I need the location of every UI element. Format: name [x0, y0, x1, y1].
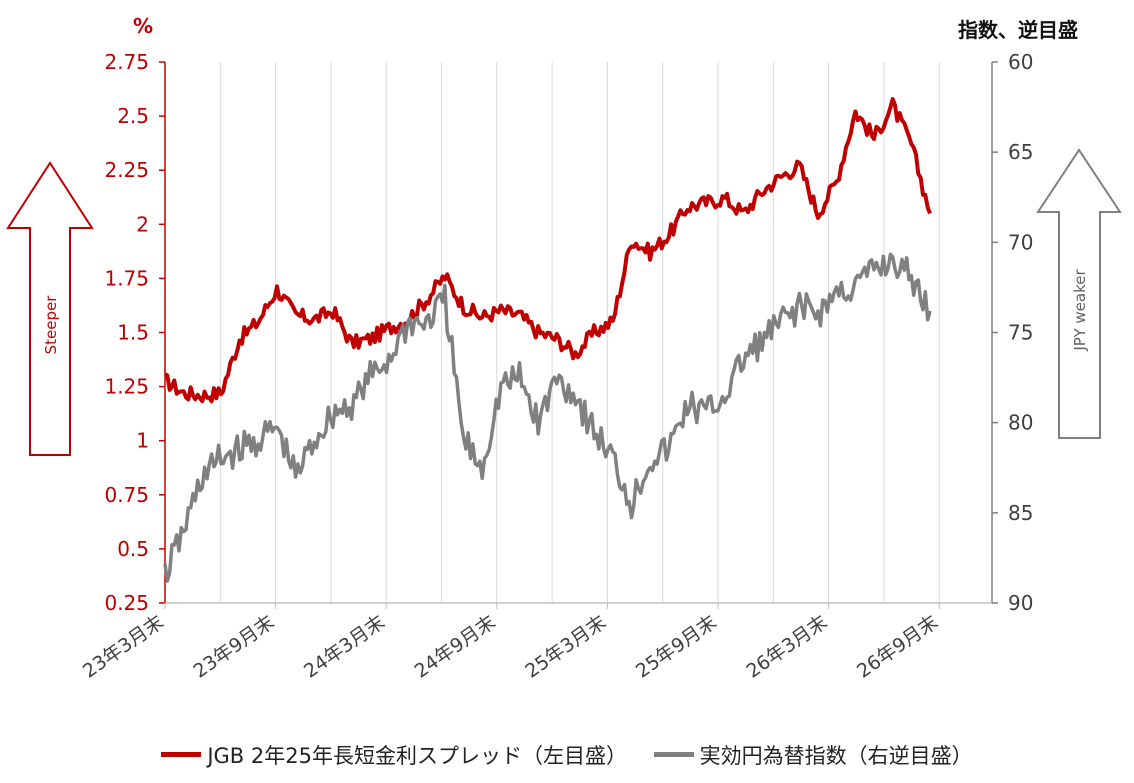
steeper-arrow: Steeper — [6, 161, 94, 456]
x-tick-label: 23年9月末 — [189, 611, 278, 683]
left-axis-ticks: 2.75 2.5 2.25 2 1.75 1.5 1.25 1 0.75 0.5 0.25 — [104, 50, 165, 615]
x-tick-label: 25年9月末 — [632, 611, 721, 683]
right-axis-unit: 指数、逆目盛 — [958, 18, 1078, 42]
left-tick-label: 0.75 — [104, 483, 149, 507]
grid-lines — [164, 62, 940, 603]
left-tick-label: 1.25 — [104, 375, 149, 399]
right-tick-label: 65 — [1008, 140, 1033, 164]
left-tick-label: 1.5 — [117, 321, 149, 345]
left-tick-label: 1.75 — [104, 266, 149, 290]
right-tick-label: 60 — [1008, 50, 1033, 74]
left-tick-label: 0.5 — [117, 537, 149, 561]
legend: JGB 2年25年長短金利スプレッド（左目盛） 実効円為替指数（右逆目盛） — [0, 738, 1134, 770]
x-tick-label: 23年3月末 — [79, 611, 168, 683]
legend-item-yen-index: 実効円為替指数（右逆目盛） — [653, 740, 973, 770]
left-tick-label: 2.25 — [104, 158, 149, 182]
series-lines — [163, 97, 932, 583]
legend-swatch-spread — [161, 752, 202, 757]
right-tick-label: 90 — [1008, 591, 1033, 615]
steeper-label: Steeper — [42, 295, 60, 355]
x-axis-ticks: 23年3月末 23年9月末 24年3月末 24年9月末 25年3月末 25年9月末 26年3… — [79, 603, 942, 683]
right-tick-label: 85 — [1008, 501, 1033, 525]
jpy-weaker-arrow: JPY weaker — [1036, 148, 1122, 439]
left-tick-label: 1 — [136, 429, 149, 453]
legend-label-yen-index: 実効円為替指数（右逆目盛） — [699, 743, 973, 768]
right-tick-label: 80 — [1008, 411, 1033, 435]
legend-swatch-yen-index — [653, 752, 694, 757]
left-tick-label: 0.25 — [104, 591, 149, 615]
x-tick-label: 24年3月末 — [300, 611, 389, 683]
yen-index-series-line — [163, 252, 932, 583]
x-tick-label: 24年9月末 — [411, 611, 500, 683]
right-tick-label: 70 — [1008, 230, 1033, 254]
x-tick-label: 25年3月末 — [521, 611, 610, 683]
left-axis-unit: % — [133, 14, 153, 38]
right-tick-label: 75 — [1008, 321, 1033, 345]
legend-label-spread: JGB 2年25年長短金利スプレッド（左目盛） — [207, 743, 627, 768]
x-tick-label: 26年9月末 — [853, 611, 942, 683]
jpy-weaker-label: JPY weaker — [1071, 269, 1089, 352]
left-tick-label: 2.75 — [104, 50, 149, 74]
spread-series-line — [164, 97, 932, 404]
x-tick-label: 26年3月末 — [742, 611, 831, 683]
right-axis-ticks: 60 65 70 75 80 85 90 — [992, 50, 1033, 615]
left-tick-label: 2 — [136, 212, 149, 236]
left-tick-label: 2.5 — [117, 104, 149, 128]
legend-item-spread: JGB 2年25年長短金利スプレッド（左目盛） — [161, 740, 627, 770]
